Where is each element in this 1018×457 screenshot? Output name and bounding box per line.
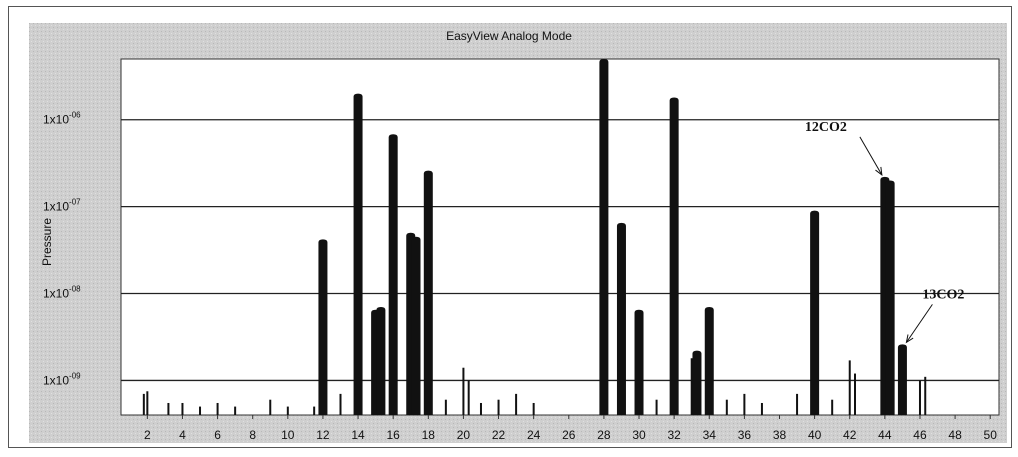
bar — [467, 380, 470, 415]
x-tick-label: 36 — [738, 428, 752, 442]
bar — [796, 393, 799, 415]
x-tick-label: 30 — [632, 428, 646, 442]
annotation-label: 13CO2 — [922, 287, 964, 302]
x-tick-label: 10 — [281, 428, 295, 442]
bar — [497, 399, 500, 415]
bar — [854, 373, 857, 415]
bar — [634, 309, 644, 415]
bar — [831, 399, 834, 415]
bar — [146, 391, 149, 415]
x-tick-label: 16 — [387, 428, 401, 442]
x-tick-label: 12 — [316, 428, 330, 442]
bar — [692, 350, 702, 415]
bar — [760, 402, 763, 415]
y-axis-label: Pressure — [40, 218, 54, 266]
x-tick-label: 44 — [878, 428, 892, 442]
bar — [532, 402, 535, 415]
x-tick-label: 8 — [249, 428, 256, 442]
x-axis-ticks: 2 4 6 8 10 12 14 16 18 20 22 24 26 28 30 32 34 36 38 40 42 44… — [144, 415, 997, 442]
bar — [286, 406, 289, 415]
annotation-arrowhead — [875, 166, 883, 176]
bar — [216, 402, 219, 415]
annotation-arrow — [859, 136, 883, 176]
x-tick-label: 46 — [913, 428, 927, 442]
bar — [353, 93, 363, 415]
x-tick-label: 38 — [773, 428, 787, 442]
bar — [167, 402, 170, 415]
annotation-arrowhead — [905, 334, 914, 344]
bar — [848, 360, 851, 415]
x-tick-label: 24 — [527, 428, 541, 442]
x-tick-label: 40 — [808, 428, 822, 442]
grid — [121, 119, 999, 382]
x-tick-label: 2 — [144, 428, 151, 442]
x-tick-label: 42 — [843, 428, 857, 442]
bar — [376, 306, 386, 415]
x-tick-label: 50 — [984, 428, 998, 442]
x-tick-label: 14 — [351, 428, 365, 442]
x-tick-label: 34 — [703, 428, 717, 442]
bar — [423, 170, 433, 415]
bar — [690, 358, 693, 415]
bars — [142, 59, 927, 415]
x-tick-label: 32 — [667, 428, 681, 442]
x-tick-label: 6 — [214, 428, 221, 442]
bar — [181, 402, 184, 415]
x-tick-label: 48 — [948, 428, 962, 442]
bar — [704, 306, 714, 415]
bar — [339, 393, 342, 415]
x-tick-label: 18 — [422, 428, 436, 442]
annotation-label: 12CO2 — [805, 120, 847, 135]
x-tick-label: 20 — [457, 428, 471, 442]
bar — [462, 367, 465, 415]
chart-title: EasyView Analog Mode — [446, 29, 572, 43]
bar — [199, 406, 202, 415]
bar — [318, 239, 328, 415]
plot-area — [120, 58, 1000, 416]
bar — [269, 399, 272, 415]
bar — [655, 399, 658, 415]
chart-frame: EasyView Analog Mode Pressure 1x10-06 1x1… — [8, 6, 1012, 448]
bar — [897, 344, 907, 415]
bar — [599, 59, 609, 415]
bar — [411, 236, 421, 415]
bar — [515, 393, 518, 415]
x-tick-label: 28 — [597, 428, 611, 442]
bar — [743, 393, 746, 415]
x-tick-label: 22 — [492, 428, 506, 442]
bar — [924, 376, 927, 415]
bar — [313, 406, 316, 415]
bar — [388, 134, 398, 415]
bar — [918, 380, 921, 415]
bar — [669, 97, 679, 415]
bar — [234, 406, 237, 415]
annotation-arrow — [906, 304, 933, 343]
bar — [810, 210, 820, 415]
bar — [616, 222, 626, 415]
bar — [885, 180, 895, 415]
bar — [725, 399, 728, 415]
bar — [142, 393, 145, 415]
bar — [479, 402, 482, 415]
x-tick-label: 4 — [179, 428, 186, 442]
chart: EasyView Analog Mode Pressure 1x10-061x1… — [29, 23, 1007, 443]
x-tick-label: 26 — [562, 428, 576, 442]
bar — [444, 399, 447, 415]
annotations: 12CO2 13CO2 — [805, 120, 964, 344]
